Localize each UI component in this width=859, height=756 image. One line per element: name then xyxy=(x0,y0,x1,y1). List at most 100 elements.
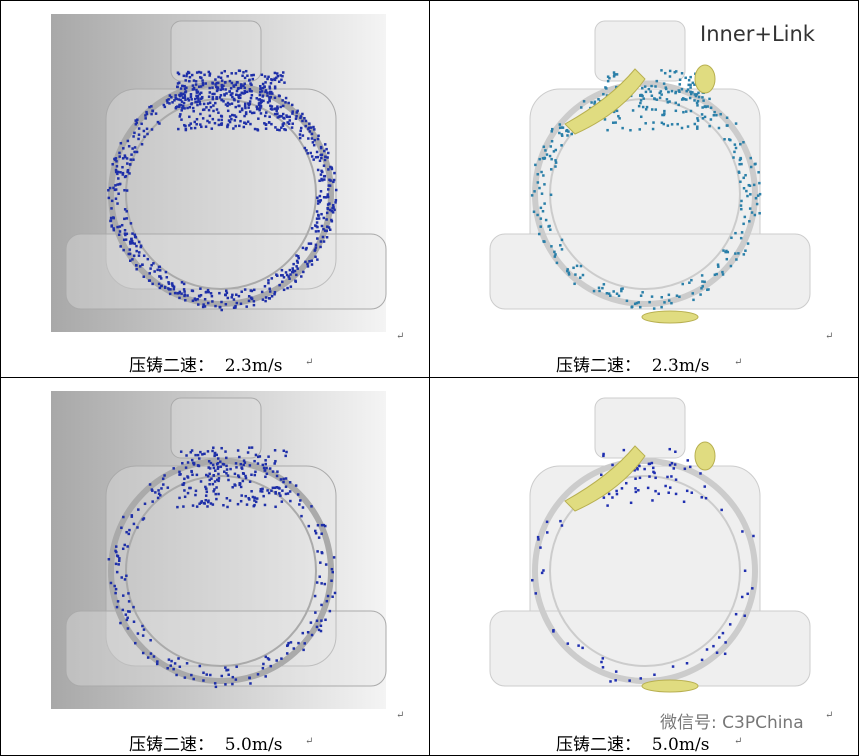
particle xyxy=(320,582,323,585)
particle xyxy=(224,666,227,669)
particle xyxy=(248,89,252,93)
particle xyxy=(240,107,244,110)
particle xyxy=(212,446,215,449)
particle xyxy=(609,680,612,683)
particle xyxy=(152,262,155,265)
particle xyxy=(652,466,655,470)
particle xyxy=(134,123,138,126)
particle xyxy=(326,207,330,211)
particle xyxy=(187,71,191,75)
particle xyxy=(331,595,334,598)
particle xyxy=(324,524,327,528)
particle xyxy=(192,109,195,113)
particle xyxy=(617,114,620,118)
particle xyxy=(183,96,187,99)
particle xyxy=(288,481,292,484)
particle xyxy=(230,102,234,105)
particle xyxy=(753,213,757,217)
particle xyxy=(267,75,270,79)
particle xyxy=(285,114,288,117)
particle xyxy=(533,190,536,193)
particle xyxy=(248,100,252,103)
particle xyxy=(323,149,326,153)
watermark: Inner+Link xyxy=(700,22,815,46)
particle xyxy=(330,567,334,571)
particle xyxy=(211,82,214,85)
particle xyxy=(283,127,286,131)
particle xyxy=(157,282,161,286)
particle xyxy=(151,109,154,112)
particle xyxy=(305,149,308,152)
particle xyxy=(236,502,240,506)
particle xyxy=(320,177,323,181)
particle xyxy=(193,120,197,124)
particle xyxy=(136,118,139,122)
particle xyxy=(652,121,655,124)
particle xyxy=(250,83,253,87)
particle xyxy=(320,153,324,157)
particle xyxy=(310,263,314,266)
particle xyxy=(301,112,304,116)
particle xyxy=(180,281,184,284)
particle xyxy=(700,113,704,116)
particle xyxy=(291,267,294,270)
particle xyxy=(637,301,640,304)
particle xyxy=(114,587,118,591)
particle xyxy=(722,249,725,252)
particle xyxy=(615,85,618,89)
particle xyxy=(654,108,658,111)
particle xyxy=(177,81,181,85)
particle xyxy=(137,133,141,136)
particle xyxy=(537,232,541,236)
particle xyxy=(635,466,639,470)
particle xyxy=(185,74,188,78)
particle xyxy=(548,154,552,158)
particle xyxy=(263,114,267,118)
particle xyxy=(650,461,654,465)
particle xyxy=(220,98,223,102)
particle xyxy=(145,127,149,131)
particle xyxy=(313,249,317,252)
particle xyxy=(692,298,695,302)
particle xyxy=(324,618,327,622)
particle xyxy=(123,208,127,211)
particle xyxy=(258,455,262,458)
particle xyxy=(603,118,607,121)
particle xyxy=(664,87,668,91)
particle xyxy=(264,127,268,130)
particle xyxy=(303,642,306,645)
particle xyxy=(130,237,133,241)
particle xyxy=(279,105,282,109)
particle xyxy=(215,85,218,89)
particle xyxy=(194,83,198,86)
particle xyxy=(318,194,322,198)
particle xyxy=(678,83,682,86)
particle xyxy=(237,95,240,99)
particle xyxy=(107,196,111,200)
particle xyxy=(315,221,319,224)
particle xyxy=(186,97,190,101)
particle xyxy=(175,673,178,677)
particle xyxy=(639,101,642,105)
particle xyxy=(249,82,252,85)
particle xyxy=(567,271,571,275)
particle xyxy=(308,130,312,133)
particle xyxy=(734,122,738,125)
particle xyxy=(192,463,196,466)
particle xyxy=(333,171,336,175)
particle xyxy=(130,514,134,517)
particle xyxy=(177,72,181,76)
particle xyxy=(112,216,115,220)
particle xyxy=(181,106,184,110)
particle xyxy=(210,294,214,298)
air-pocket xyxy=(564,68,646,135)
particle xyxy=(286,492,290,495)
particle xyxy=(198,502,201,506)
particle xyxy=(167,288,171,291)
particle xyxy=(116,225,119,229)
particle xyxy=(543,183,546,186)
particle xyxy=(739,180,742,184)
particle xyxy=(540,571,544,575)
particle xyxy=(332,206,335,209)
particle xyxy=(211,117,215,121)
